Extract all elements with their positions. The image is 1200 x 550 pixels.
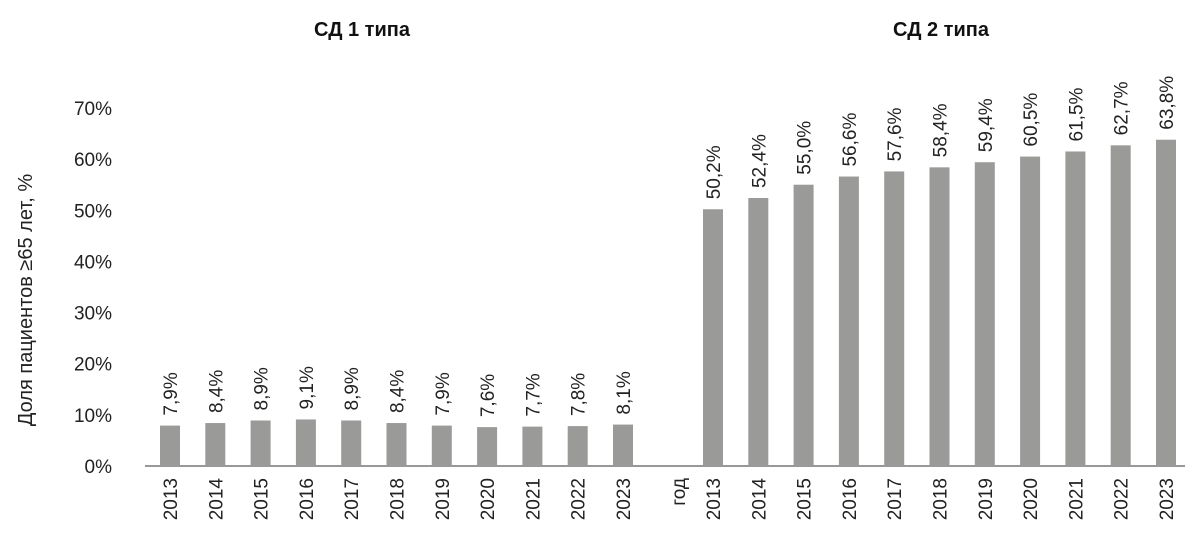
- data-label: 52,4%: [749, 134, 770, 188]
- y-tick-label: 50%: [74, 201, 112, 222]
- data-label: 8,9%: [342, 367, 363, 410]
- bar: [205, 423, 226, 466]
- x-tick-label: 2022: [1112, 478, 1133, 520]
- bar: [793, 184, 814, 466]
- data-label: 8,1%: [614, 371, 635, 414]
- x-tick-label: 2020: [478, 478, 499, 520]
- y-tick-label: 40%: [74, 252, 112, 273]
- y-tick-label: 60%: [74, 150, 112, 171]
- x-axis-separator-label: год: [669, 478, 690, 506]
- x-tick-label: 2020: [1021, 478, 1042, 520]
- data-label: 63,8%: [1157, 76, 1178, 130]
- x-tick-label: 2019: [433, 478, 454, 520]
- data-label: 7,9%: [161, 372, 182, 415]
- bar: [341, 420, 362, 466]
- data-label: 50,2%: [704, 145, 725, 199]
- bar: [522, 426, 543, 466]
- y-tick-label: 10%: [74, 406, 112, 427]
- x-tick-label: 2017: [342, 478, 363, 520]
- data-label: 58,4%: [931, 103, 952, 157]
- x-tick-label: 2017: [885, 478, 906, 520]
- data-label: 59,4%: [976, 98, 997, 152]
- data-label: 7,9%: [433, 372, 454, 415]
- y-tick-label: 30%: [74, 304, 112, 325]
- y-tick-label: 0%: [85, 457, 113, 478]
- data-label: 9,1%: [297, 366, 318, 409]
- data-label: 61,5%: [1066, 87, 1087, 141]
- bar: [431, 425, 452, 466]
- data-label: 8,4%: [388, 370, 409, 413]
- bar: [386, 423, 407, 466]
- bar: [884, 171, 905, 466]
- x-tick-label: 2016: [840, 478, 861, 520]
- bar: [1020, 156, 1041, 467]
- x-tick-label: 2023: [614, 478, 635, 520]
- panel-title-type1: СД 1 типа: [314, 19, 411, 41]
- data-label: 60,5%: [1021, 93, 1042, 147]
- bar: [838, 176, 859, 466]
- y-tick-label: 20%: [74, 355, 112, 376]
- y-axis-label: Доля пациентов ≥65 лет, %: [15, 174, 37, 426]
- x-tick-label: 2022: [569, 478, 590, 520]
- x-tick-label: 2015: [252, 478, 273, 520]
- x-tick-label: 2018: [931, 478, 952, 520]
- bar: [567, 426, 588, 466]
- x-tick-label: 2021: [1066, 478, 1087, 520]
- x-tick-label: 2021: [523, 478, 544, 520]
- bar: [1110, 145, 1131, 466]
- x-axis-ticks: 2013 2014 2015 2016 2017 2018 2019 2020 2021 2022…: [161, 478, 1178, 521]
- x-tick-label: 2013: [161, 478, 182, 520]
- bar: [613, 424, 633, 466]
- data-labels-group: 7,9% 8,4% 8,9% 9,1% 8,9% 8,4% 7,9% 7,6% 7,7% 7,8%…: [161, 76, 1178, 417]
- bar: [929, 167, 950, 466]
- x-tick-label: 2016: [297, 478, 318, 520]
- x-tick-label: 2018: [388, 478, 409, 520]
- data-label: 57,6%: [885, 107, 906, 161]
- data-label: 7,7%: [523, 373, 544, 416]
- bar: [1065, 151, 1086, 466]
- data-label: 55,0%: [795, 121, 816, 175]
- bar: [1156, 139, 1176, 467]
- data-label: 7,8%: [569, 373, 590, 416]
- x-tick-label: 2023: [1157, 478, 1178, 520]
- bar: [295, 419, 316, 466]
- y-tick-label: 70%: [74, 99, 112, 120]
- data-label: 8,4%: [206, 370, 227, 413]
- x-tick-label: 2015: [795, 478, 816, 520]
- data-label: 8,9%: [252, 367, 273, 410]
- bar: [748, 198, 769, 467]
- bar: [160, 425, 180, 466]
- data-label: 62,7%: [1112, 81, 1133, 135]
- x-tick-label: 2019: [976, 478, 997, 520]
- x-tick-label: 2014: [749, 478, 770, 521]
- x-tick-label: 2013: [704, 478, 725, 520]
- y-axis-ticks: 0% 10% 20% 30% 40% 50% 60% 70%: [74, 99, 112, 478]
- data-label: 56,6%: [840, 113, 861, 167]
- bar: [477, 427, 498, 466]
- bars-group: [160, 139, 1176, 467]
- panel-title-type2: СД 2 типа: [893, 19, 990, 41]
- data-label: 7,6%: [478, 374, 499, 417]
- bar: [703, 209, 723, 466]
- bar: [250, 420, 271, 466]
- bar: [974, 162, 995, 466]
- x-tick-label: 2014: [206, 478, 227, 521]
